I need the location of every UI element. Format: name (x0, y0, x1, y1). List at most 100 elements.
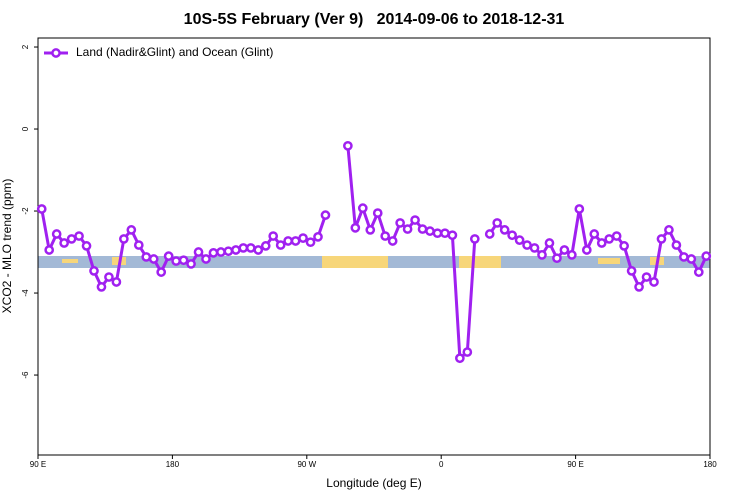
data-point (395, 218, 405, 228)
x-tick-label: 180 (166, 460, 180, 469)
data-point (231, 245, 241, 255)
data-point (126, 225, 137, 235)
data-point (604, 234, 615, 244)
data-point (634, 282, 644, 292)
data-point (514, 235, 525, 245)
data-point (619, 241, 629, 251)
data-point (581, 245, 592, 255)
data-point (664, 225, 674, 235)
data-point (268, 231, 279, 241)
data-point (410, 215, 420, 225)
x-axis-label: Longitude (deg E) (326, 476, 421, 490)
data-point (574, 204, 585, 214)
x-tick-label: 0 (439, 460, 444, 469)
data-point (693, 267, 704, 277)
data-point (260, 241, 271, 251)
data-point (641, 272, 652, 282)
legend-marker (51, 48, 61, 58)
data-point (499, 225, 510, 235)
data-point (380, 231, 391, 241)
data-point (238, 243, 249, 253)
data-point (193, 247, 204, 257)
data-point (611, 231, 622, 241)
data-point (686, 254, 697, 264)
data-point (425, 226, 435, 236)
data-point (186, 259, 196, 269)
data-point (387, 236, 398, 246)
data-point (96, 282, 107, 292)
data-point (484, 229, 495, 239)
data-point (417, 224, 428, 234)
legend-label: Land (Nadir&Glint) and Ocean (Glint) (76, 45, 273, 59)
chart-title: 10S-5S February (Ver 9) 2014-09-06 to 20… (184, 11, 565, 28)
x-tick-label: 180 (703, 460, 717, 469)
data-point (275, 240, 286, 250)
data-point (552, 253, 562, 264)
data-point (81, 241, 92, 251)
data-point (455, 353, 465, 364)
y-tick-label: -6 (21, 371, 30, 379)
data-point (148, 254, 159, 264)
data-point (492, 218, 503, 228)
data-point (656, 234, 667, 244)
data-point (290, 236, 301, 246)
x-tick-label: 90 W (297, 460, 316, 469)
data-point (365, 225, 376, 235)
data-point (372, 208, 383, 218)
data-point (701, 251, 712, 261)
data-point (298, 233, 308, 243)
data-point (305, 237, 316, 248)
data-point (596, 238, 607, 248)
y-tick-label: 2 (21, 44, 30, 49)
x-tick-label: 90 E (30, 460, 46, 469)
data-point (223, 246, 234, 257)
data-point (447, 230, 458, 241)
data-point (313, 232, 323, 242)
data-point (156, 267, 167, 277)
y-tick-label: -4 (21, 289, 30, 297)
x-tick-label: 90 E (567, 460, 583, 469)
data-point (133, 240, 144, 250)
data-point (529, 243, 540, 253)
data-point (208, 248, 219, 258)
data-point (74, 231, 84, 241)
data-point (245, 243, 256, 253)
data-point (469, 234, 480, 244)
plot-frame (37, 37, 711, 456)
data-point (626, 266, 637, 276)
data-point (522, 240, 532, 250)
data-point (163, 251, 174, 261)
data-point (141, 252, 152, 262)
data-point (440, 228, 450, 239)
data-point (567, 250, 577, 260)
data-point (171, 256, 181, 266)
data-point (111, 277, 122, 287)
data-point (119, 234, 129, 244)
data-point (216, 247, 226, 257)
data-point (320, 210, 331, 220)
y-axis-label: XCO2 - MLO trend (ppm) (0, 179, 14, 314)
data-point (253, 245, 264, 255)
data-point (283, 236, 293, 246)
data-point (66, 234, 77, 244)
y-tick-label: -2 (21, 207, 30, 215)
data-point (89, 266, 99, 276)
data-point (36, 204, 47, 214)
data-point (544, 238, 555, 248)
data-point (402, 224, 413, 234)
data-point (201, 254, 211, 264)
series-line (40, 145, 708, 360)
data-point (507, 230, 517, 241)
data-point (104, 272, 114, 282)
data-point (178, 255, 189, 266)
data-point (649, 277, 659, 287)
data-point (44, 245, 55, 255)
data-point (343, 140, 353, 151)
y-tick-label: 0 (21, 126, 30, 131)
data-point (357, 203, 368, 214)
data-point (59, 238, 69, 248)
data-point (671, 240, 682, 250)
data-point (432, 228, 443, 239)
data-point (537, 250, 547, 260)
